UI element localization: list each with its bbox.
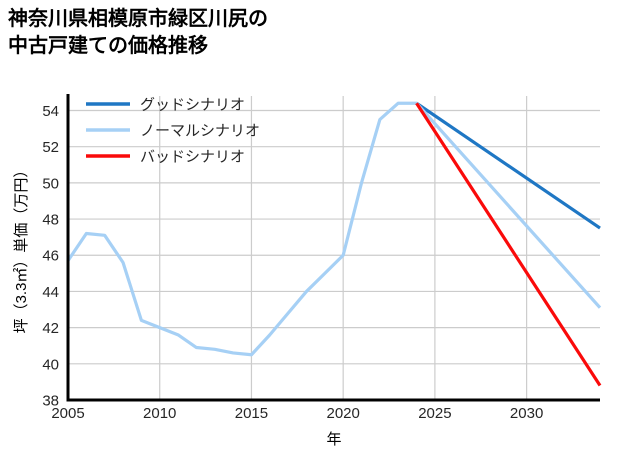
gridlines [67, 96, 600, 401]
y-tick-label: 38 [42, 393, 59, 410]
y-tick-label: 54 [42, 103, 59, 120]
data-series-group [66, 101, 602, 387]
y-axis-title: 坪（3.3㎡）単価（万円） [13, 163, 30, 334]
legend-item[interactable]: ノーマルシナリオ [86, 123, 260, 140]
x-tick-label: 2005 [51, 405, 84, 422]
series-line-bad [415, 102, 602, 387]
y-tick-label: 40 [42, 356, 59, 373]
legend-label: グッドシナリオ [140, 97, 245, 114]
x-tick-label: 2020 [326, 405, 359, 422]
y-tick-label: 46 [42, 248, 59, 265]
series-line-good [415, 101, 601, 230]
series-line-normal [66, 101, 602, 357]
x-tick-label: 2030 [510, 405, 543, 422]
x-tick-label: 2025 [418, 405, 451, 422]
legend-item[interactable]: バッドシナリオ [86, 149, 245, 166]
chart-title: 神奈川県相模原市緑区川尻の 中古戸建ての価格推移 [8, 8, 268, 57]
x-tick-label: 2010 [143, 405, 176, 422]
y-tick-label: 48 [42, 212, 59, 229]
y-tick-label: 44 [42, 284, 59, 301]
axis-titles-group: 年 坪（3.3㎡）単価（万円） [13, 163, 342, 448]
x-tick-label: 2015 [235, 405, 268, 422]
axes-group [66, 94, 600, 402]
y-tick-label: 50 [42, 175, 59, 192]
y-tick-label: 52 [42, 139, 59, 156]
y-tick-label: 42 [42, 320, 59, 337]
legend-label: ノーマルシナリオ [140, 123, 260, 140]
legend-item[interactable]: グッドシナリオ [86, 97, 245, 114]
tick-labels-group: 38 40 42 44 46 48 50 52 54 2005 2010 2015 2020 2025 20… [42, 103, 543, 422]
x-axis-title: 年 [326, 431, 341, 448]
legend-label: バッドシナリオ [140, 149, 245, 166]
